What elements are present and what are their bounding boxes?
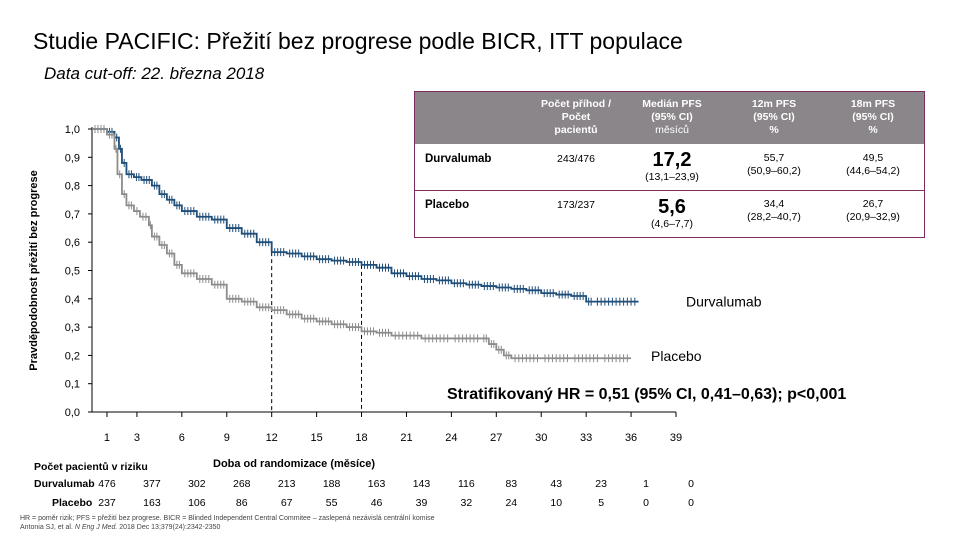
at-risk-value: 237	[98, 497, 116, 509]
at-risk-value: 67	[280, 497, 293, 509]
median-value: 5,6	[658, 196, 686, 218]
pfs12-cell: 34,4 (28,2–40,7)	[729, 198, 819, 224]
hr-annotation: Stratifikovaný HR = 0,51 (95% CI, 0,41–0…	[447, 386, 846, 403]
y-tick-label: 1,0	[65, 124, 80, 136]
pfs12-ci: (28,2–40,7)	[747, 211, 801, 223]
row-name: Placebo	[425, 199, 470, 211]
x-tick-label: 21	[400, 432, 412, 444]
at-risk-value: 213	[277, 478, 296, 490]
table-divider	[415, 190, 924, 191]
series-label-durvalumab: Durvalumab	[686, 294, 762, 310]
x-tick-label: 36	[625, 432, 637, 444]
x-tick-label: 33	[580, 432, 592, 444]
footnote-abbreviations: HR = poměr rizik; PFS = přežití bez prog…	[20, 515, 435, 522]
col-header-pfs12: 12m PFS (95% CI)%	[751, 98, 797, 136]
x-tick-label: 1	[104, 432, 110, 444]
y-tick-label: 0,8	[65, 181, 80, 193]
at-risk-value: 188	[322, 478, 341, 490]
at-risk-value: 86	[235, 497, 248, 509]
at-risk-value: 0	[688, 478, 694, 490]
y-tick-label: 0,3	[65, 322, 80, 334]
at-risk-value: 302	[188, 478, 206, 490]
median-value: 17,2	[652, 149, 692, 171]
at-risk-value: 116	[458, 478, 475, 490]
at-risk-value: 5	[598, 497, 605, 509]
page-subtitle: Data cut-off: 22. března 2018	[44, 64, 265, 83]
at-risk-value: 106	[188, 497, 206, 509]
at-risk-value: 163	[367, 478, 386, 490]
at-risk-value: 1	[643, 478, 649, 490]
col-header-median: Medián PFS (95% CI) měsíců	[642, 98, 702, 136]
pfs18-cell: 26,7 (20,9–32,9)	[828, 198, 918, 224]
events-value: 173/237	[557, 199, 595, 211]
median-cell: 5,6 (4,6–7,7)	[627, 196, 717, 231]
pfs12-cell: 55,7 (50,9–60,2)	[729, 152, 819, 178]
at-risk-value: 46	[370, 497, 383, 509]
series-line-durvalumab	[92, 128, 639, 303]
at-risk-title: Počet pacientů v riziku	[34, 461, 148, 473]
y-tick-label: 0,4	[65, 294, 80, 306]
median-ci: (4,6–7,7)	[650, 218, 694, 230]
at-risk-value: 43	[550, 478, 563, 490]
y-tick-label: 0,2	[65, 350, 80, 362]
pfs18-ci: (20,9–32,9)	[846, 211, 900, 223]
at-risk-value: 83	[505, 478, 518, 490]
at-risk-value: 0	[643, 497, 649, 509]
y-tick-label: 0,9	[65, 152, 80, 164]
summary-table: Počet příhod / Počet pacientů Medián PFS (9…	[414, 91, 925, 238]
x-tick-label: 27	[490, 432, 502, 444]
pfs18-cell: 49,5 (44,6–54,2)	[828, 152, 918, 178]
at-risk-value: 163	[143, 497, 161, 509]
pfs12-ci: (50,9–60,2)	[747, 165, 801, 177]
median-ci: (13,1–23,9)	[645, 171, 699, 183]
y-tick-label: 0,5	[65, 266, 80, 278]
table-row: Placebo 173/237 5,6 (4,6–7,7) 34,4 (28,2…	[415, 191, 924, 237]
x-tick-label: 18	[355, 432, 367, 444]
at-risk-row-name: Placebo	[52, 497, 93, 509]
at-risk-value: 10	[550, 497, 563, 509]
at-risk-value: 0	[688, 497, 694, 509]
summary-table-header: Počet příhod / Počet pacientů Medián PFS (9…	[415, 92, 924, 144]
y-axis-label: Pravděpodobnost přežití bez progrese	[28, 170, 40, 370]
at-risk-value: 268	[233, 478, 251, 490]
at-risk-value: 55	[325, 497, 338, 509]
x-tick-label: 6	[179, 432, 185, 444]
at-risk-row-name: Durvalumab	[34, 478, 95, 490]
x-tick-label: 3	[134, 432, 140, 444]
pfs12-value: 55,7	[763, 152, 785, 164]
col-header-events: Počet příhod / Počet pacientů	[540, 98, 611, 136]
pfs18-ci: (44,6–54,2)	[846, 165, 900, 177]
at-risk-value: 24	[505, 497, 518, 509]
y-tick-label: 0,7	[65, 209, 80, 221]
row-name: Durvalumab	[425, 153, 492, 165]
at-risk-value: 32	[460, 497, 473, 509]
x-tick-label: 12	[266, 432, 278, 444]
y-tick-label: 0,1	[65, 379, 80, 391]
x-tick-label: 24	[445, 432, 457, 444]
pfs12-value: 34,4	[763, 198, 785, 210]
col-header-pfs18: 18m PFS (95% CI)%	[850, 98, 896, 136]
table-row: Durvalumab 243/476 17,2 (13,1–23,9) 55,7…	[415, 144, 924, 190]
pfs18-value: 26,7	[862, 198, 884, 210]
events-value: 243/476	[557, 153, 595, 165]
at-risk-value: 143	[412, 478, 431, 490]
median-cell: 17,2 (13,1–23,9)	[627, 149, 717, 184]
y-tick-label: 0,6	[65, 237, 80, 249]
x-tick-label: 9	[224, 432, 230, 444]
footnote-reference: Antonia SJ, et al. N Eng J Med. 2018 Dec…	[20, 524, 221, 531]
at-risk-value: 39	[415, 497, 428, 509]
y-tick-label: 0,0	[65, 407, 80, 419]
at-risk-value: 377	[143, 478, 161, 490]
x-axis-label: Doba od randomizace (měsíce)	[213, 458, 375, 470]
pfs18-value: 49,5	[862, 152, 884, 164]
x-tick-label: 30	[535, 432, 547, 444]
x-tick-label: 39	[670, 432, 682, 444]
at-risk-value: 476	[98, 478, 116, 490]
x-tick-label: 15	[310, 432, 322, 444]
page-title: Studie PACIFIC: Přežití bez progrese pod…	[33, 28, 683, 54]
at-risk-value: 23	[595, 478, 607, 490]
series-label-placebo: Placebo	[651, 348, 702, 364]
